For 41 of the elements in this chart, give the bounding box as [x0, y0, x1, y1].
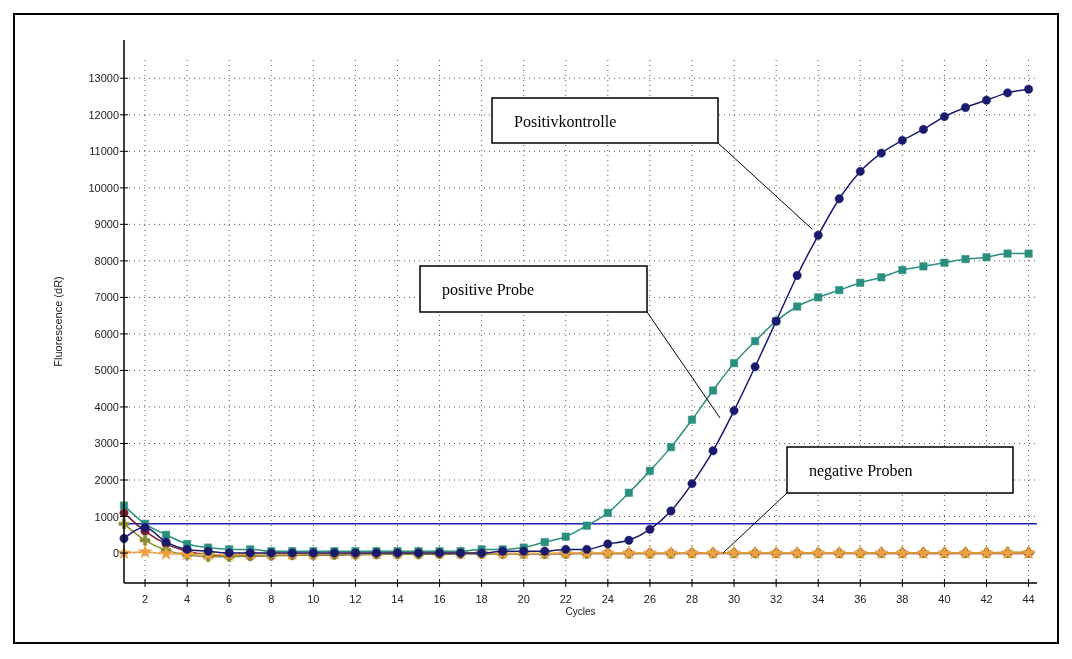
y-tick-label: 6000 — [94, 327, 119, 340]
x-tick-label: 42 — [980, 593, 993, 605]
x-tick-label: 28 — [685, 593, 699, 605]
x-tick-label: 12 — [349, 593, 362, 605]
x-tick-label: 14 — [391, 593, 404, 605]
x-tick-label: 8 — [268, 593, 275, 605]
x-tick-label: 10 — [307, 593, 320, 605]
x-tick-label: 34 — [812, 593, 825, 605]
y-tick-label: 13000 — [88, 72, 119, 85]
x-tick-label: 22 — [559, 593, 572, 605]
x-tick-label: 4 — [184, 593, 191, 605]
x-tick-label: 20 — [517, 593, 530, 605]
x-tick-label: 36 — [854, 593, 867, 605]
y-tick-label: 11000 — [89, 145, 119, 158]
x-tick-label: 30 — [727, 593, 741, 605]
x-axis-title: Cycles — [565, 606, 596, 617]
y-tick-label: 9000 — [94, 218, 119, 231]
y-tick-label: 8000 — [94, 254, 119, 267]
x-tick-label: 24 — [601, 593, 614, 605]
y-axis-title: Fluorescence (dR) — [52, 276, 64, 367]
annotation: Positivkontrolle — [514, 112, 617, 130]
y-tick-label: 3000 — [94, 437, 119, 450]
annotation: positive Probe — [442, 281, 534, 299]
x-tick-label: 26 — [643, 593, 657, 605]
y-tick-label: 7000 — [94, 291, 119, 304]
y-tick-label: 4000 — [94, 400, 119, 413]
y-tick-label: 5000 — [94, 364, 119, 377]
x-tick-label: 38 — [896, 593, 909, 605]
y-tick-label: 0 — [112, 547, 119, 560]
x-tick-label: 44 — [1022, 593, 1035, 605]
x-tick-label: 18 — [475, 593, 488, 605]
x-tick-label: 16 — [433, 593, 446, 605]
x-tick-label: 6 — [226, 593, 233, 605]
y-tick-label: 10000 — [88, 181, 119, 194]
y-tick-label: 1000 — [94, 510, 119, 523]
x-tick-label: 2 — [141, 593, 149, 605]
y-tick-label: 12000 — [88, 108, 119, 121]
annotation: negative Proben — [809, 462, 913, 480]
x-tick-label: 40 — [938, 593, 951, 605]
y-tick-label: 2000 — [94, 474, 119, 487]
x-tick-label: 32 — [770, 593, 783, 605]
